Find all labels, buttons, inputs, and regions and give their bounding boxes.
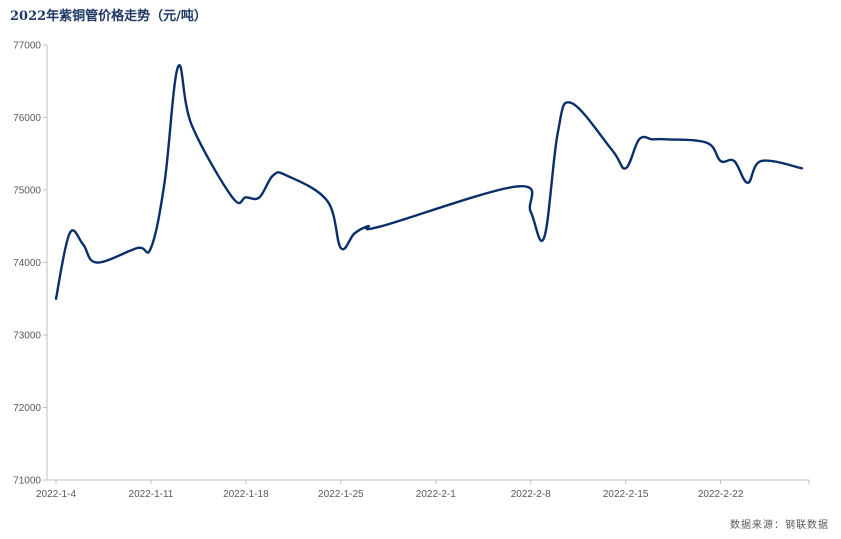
x-tick-label: 2022-1-18 — [223, 489, 269, 500]
data-source-note: 数据来源：钢联数据 — [730, 520, 829, 531]
y-tick-label: 77000 — [13, 41, 41, 52]
y-tick-label: 73000 — [13, 331, 41, 342]
series-line — [54, 64, 804, 300]
x-tick-label: 2022-1-25 — [318, 489, 364, 500]
y-tick-label: 76000 — [13, 113, 41, 124]
y-tick-label: 71000 — [13, 476, 41, 487]
y-tick-label: 72000 — [13, 403, 41, 414]
chart-axes — [46, 45, 809, 481]
x-tick-label: 2022-2-22 — [698, 489, 744, 500]
y-tick-label: 74000 — [13, 258, 41, 269]
x-tick-label: 2022-2-8 — [511, 489, 551, 500]
x-tick-label: 2022-2-1 — [416, 489, 456, 500]
x-tick-label: 2022-1-11 — [129, 489, 174, 500]
x-tick-label: 2022-2-15 — [603, 489, 649, 500]
x-tick-label: 2022-1-4 — [36, 489, 76, 500]
y-axis-ticks: 71000 72000 73000 74000 75000 76000 77000 — [13, 41, 47, 487]
x-axis-ticks: 2022-1-4 2022-1-11 2022-1-18 2022-1-25 2022-… — [36, 480, 810, 500]
y-tick-label: 75000 — [13, 186, 41, 197]
chart-title: 2022年紫铜管价格走势（元/吨） — [10, 9, 207, 24]
